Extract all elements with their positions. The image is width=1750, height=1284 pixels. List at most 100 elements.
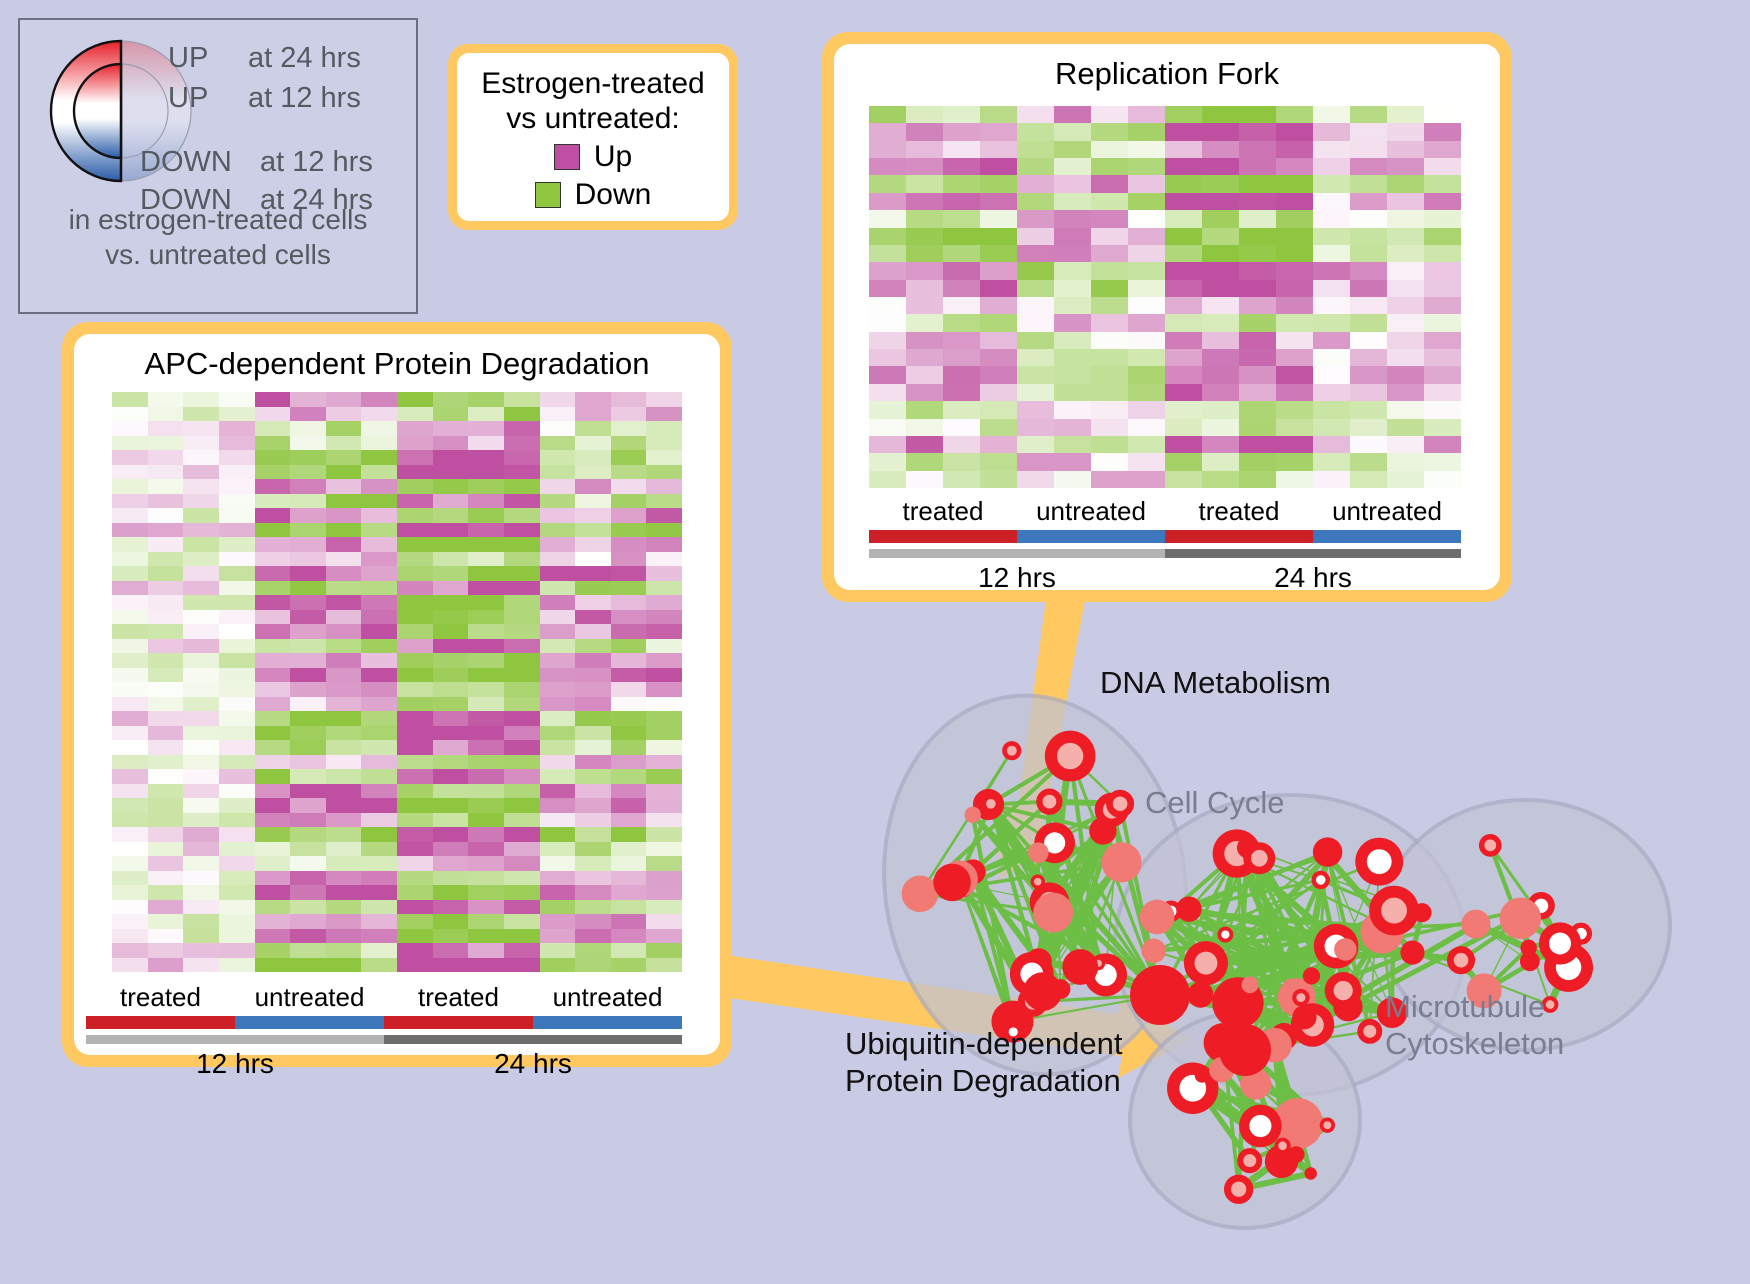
network-node-core [1323,1121,1331,1129]
network-node [1288,1146,1305,1163]
group-label-untreated-24: untreated [533,982,682,1013]
down-color-swatch [535,182,561,208]
network-node [1242,976,1259,993]
group-label-treated-12: treated [869,496,1017,527]
legend-footer-line2: vs. untreated cells [20,237,416,272]
cluster-label-microtubule-line2: Cytoskeleton [1385,1025,1564,1062]
legend-word-up-24: UP [168,42,208,75]
legend-word-up-12: UP [168,82,208,115]
network-node-core [1194,952,1217,975]
network-node [1141,939,1166,964]
network-node [1023,972,1062,1011]
key-label-up: Up [594,140,632,174]
panel-apc-degradation: APC-dependent Protein Degradation treate… [62,322,732,1067]
group-label-treated-24: treated [384,982,533,1013]
network-node-core [1334,981,1353,1000]
network-node [1089,817,1116,844]
heatmap-apc [112,392,682,972]
network-node-core [1549,933,1571,955]
network-node-core [1381,898,1407,924]
key-title-line1: Estrogen-treated [481,66,704,101]
time-label-24: 24 hrs [1165,562,1461,594]
key-title: Estrogen-treated vs untreated: [481,66,704,137]
network-node [1219,1024,1271,1076]
network-node [1188,982,1214,1008]
cluster-label-cell-cycle: Cell Cycle [1145,785,1285,821]
panel-title-apc: APC-dependent Protein Degradation [74,334,720,382]
network-node-core [1251,850,1268,867]
network-node [1130,965,1190,1025]
network-node [1195,1068,1210,1083]
group-label-treated-12: treated [86,982,235,1013]
legend-time-up-12: at 12 hrs [248,82,361,115]
panel-replication-fork: Replication Fork treated untreated treat… [822,32,1512,602]
network-node-core [1057,743,1083,769]
network-node [1140,900,1175,935]
network-node-core [1249,1115,1271,1137]
treatment-color-bar [869,530,1461,543]
network-node-core [1231,1182,1246,1197]
network-node [1304,1167,1316,1179]
network-node [1028,842,1049,863]
time-label-24: 24 hrs [384,1048,682,1080]
group-label-treated-24: treated [1165,496,1313,527]
timepoint-color-bar [86,1035,682,1044]
gradient-legend-box: UP at 24 hrs UP at 12 hrs DOWN at 12 hrs… [18,18,418,314]
network-node-core [1454,953,1469,968]
cluster-label-ubiquitin-line2: Protein Degradation [845,1062,1123,1099]
network-node-core [1367,849,1392,874]
network-node-core [986,799,996,809]
legend-time-up-24: at 24 hrs [248,42,361,75]
network-node [1334,938,1356,960]
cluster-label-microtubule-line1: Microtubule [1385,988,1564,1025]
legend-footer: in estrogen-treated cells vs. untreated … [20,202,416,272]
network-node [1303,967,1320,984]
timepoint-color-bar [869,549,1461,558]
cluster-label-dna-metabolism: DNA Metabolism [1100,665,1331,701]
legend-word-down-12: DOWN [140,146,232,179]
network-node [1102,842,1142,882]
network-node-core [1484,839,1496,851]
network-node-core [1221,930,1229,938]
network-node-core [1363,1025,1376,1038]
network-node-core [1034,878,1041,885]
network-node-core [1278,1142,1287,1151]
cluster-label-ubiquitin-line1: Ubiquitin-dependent [845,1025,1123,1062]
legend-footer-line1: in estrogen-treated cells [20,202,416,237]
network-node-core [1316,875,1326,885]
network-node-core [1043,795,1057,809]
key-row-up: Up [554,140,632,174]
network-node [1520,951,1540,971]
network-node-core [1296,993,1305,1002]
network-node [1461,910,1490,939]
updown-key-box: Estrogen-treated vs untreated: Up Down [448,44,738,230]
heatmap-replication-fork [869,106,1461,488]
network-node [1400,941,1424,965]
network-node-core [1113,796,1128,811]
group-label-untreated-24: untreated [1313,496,1461,527]
network-node [1033,893,1073,933]
network-node [1176,896,1201,921]
network-node [1500,898,1542,940]
network-node [902,875,939,912]
group-label-untreated-12: untreated [1017,496,1165,527]
panel-footer-replication-fork: treated untreated treated untreated 12 h… [869,496,1461,594]
up-color-swatch [554,144,580,170]
network-node [1313,837,1342,866]
network-node [933,864,971,902]
key-title-line2: vs untreated: [481,101,704,136]
panel-title-replication-fork: Replication Fork [834,44,1500,92]
group-label-untreated-12: untreated [235,982,384,1013]
key-label-down: Down [575,178,652,212]
key-row-down: Down [535,178,652,212]
network-node [1062,949,1098,985]
network-node-core [1243,1154,1256,1167]
legend-time-down-12: at 12 hrs [260,146,373,179]
cluster-label-microtubule: Microtubule Cytoskeleton [1385,988,1564,1062]
pathway-network-diagram: DNA Metabolism Cell Cycle Microtubule Cy… [790,620,1750,1279]
time-label-12: 12 hrs [869,562,1165,594]
network-node-core [1007,746,1017,756]
treatment-color-bar [86,1016,682,1029]
network-node [1292,1005,1316,1029]
panel-footer-apc: treated untreated treated untreated 12 h… [86,982,682,1080]
